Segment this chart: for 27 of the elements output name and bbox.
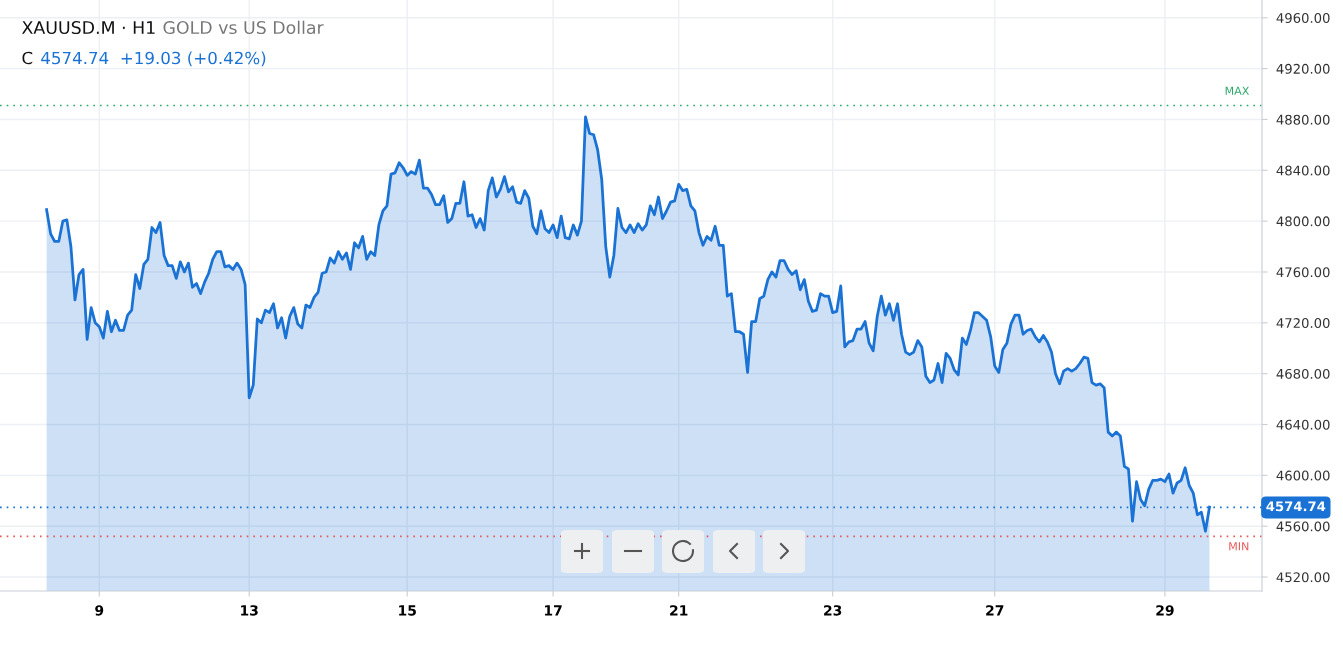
y-tick-label: 4560.00 <box>1276 521 1330 532</box>
y-tick-label: 4520.00 <box>1276 572 1330 583</box>
x-tick-label: 29 <box>1156 605 1174 616</box>
x-tick-label: 13 <box>241 605 258 616</box>
x-tick-label: 21 <box>670 605 688 616</box>
x-tick-label: 9 <box>95 605 104 616</box>
y-tick-label: 4920.00 <box>1276 63 1330 74</box>
y-tick-label: 4600.00 <box>1276 470 1330 481</box>
annotation: 4574.74 +19.03 (+0.42%) <box>41 51 266 67</box>
y-tick-label: 4880.00 <box>1276 114 1330 125</box>
ref-line-label: 4574.74 <box>1266 501 1326 512</box>
text: GOLD vs US Dollar <box>163 20 324 35</box>
y-tick-label: 4720.00 <box>1276 318 1330 329</box>
ref-line-label: MIN <box>1229 542 1249 551</box>
y-tick-label: 4800.00 <box>1276 216 1330 227</box>
text: C <box>22 51 33 65</box>
ref-line-label: MAX <box>1225 86 1250 95</box>
y-tick-label: 4680.00 <box>1276 368 1330 379</box>
y-tick-label: 4640.00 <box>1276 419 1330 430</box>
x-tick-label: 23 <box>824 605 842 616</box>
x-tick-label: 17 <box>544 605 562 616</box>
x-tick-label: 27 <box>986 605 1004 616</box>
x-tick-label: 15 <box>399 605 416 616</box>
y-tick-label: 4960.00 <box>1276 13 1330 23</box>
y-tick-label: 4760.00 <box>1276 267 1330 278</box>
text: XAUUSD.M · H1 <box>22 20 155 35</box>
y-tick-label: 4840.00 <box>1276 165 1330 176</box>
